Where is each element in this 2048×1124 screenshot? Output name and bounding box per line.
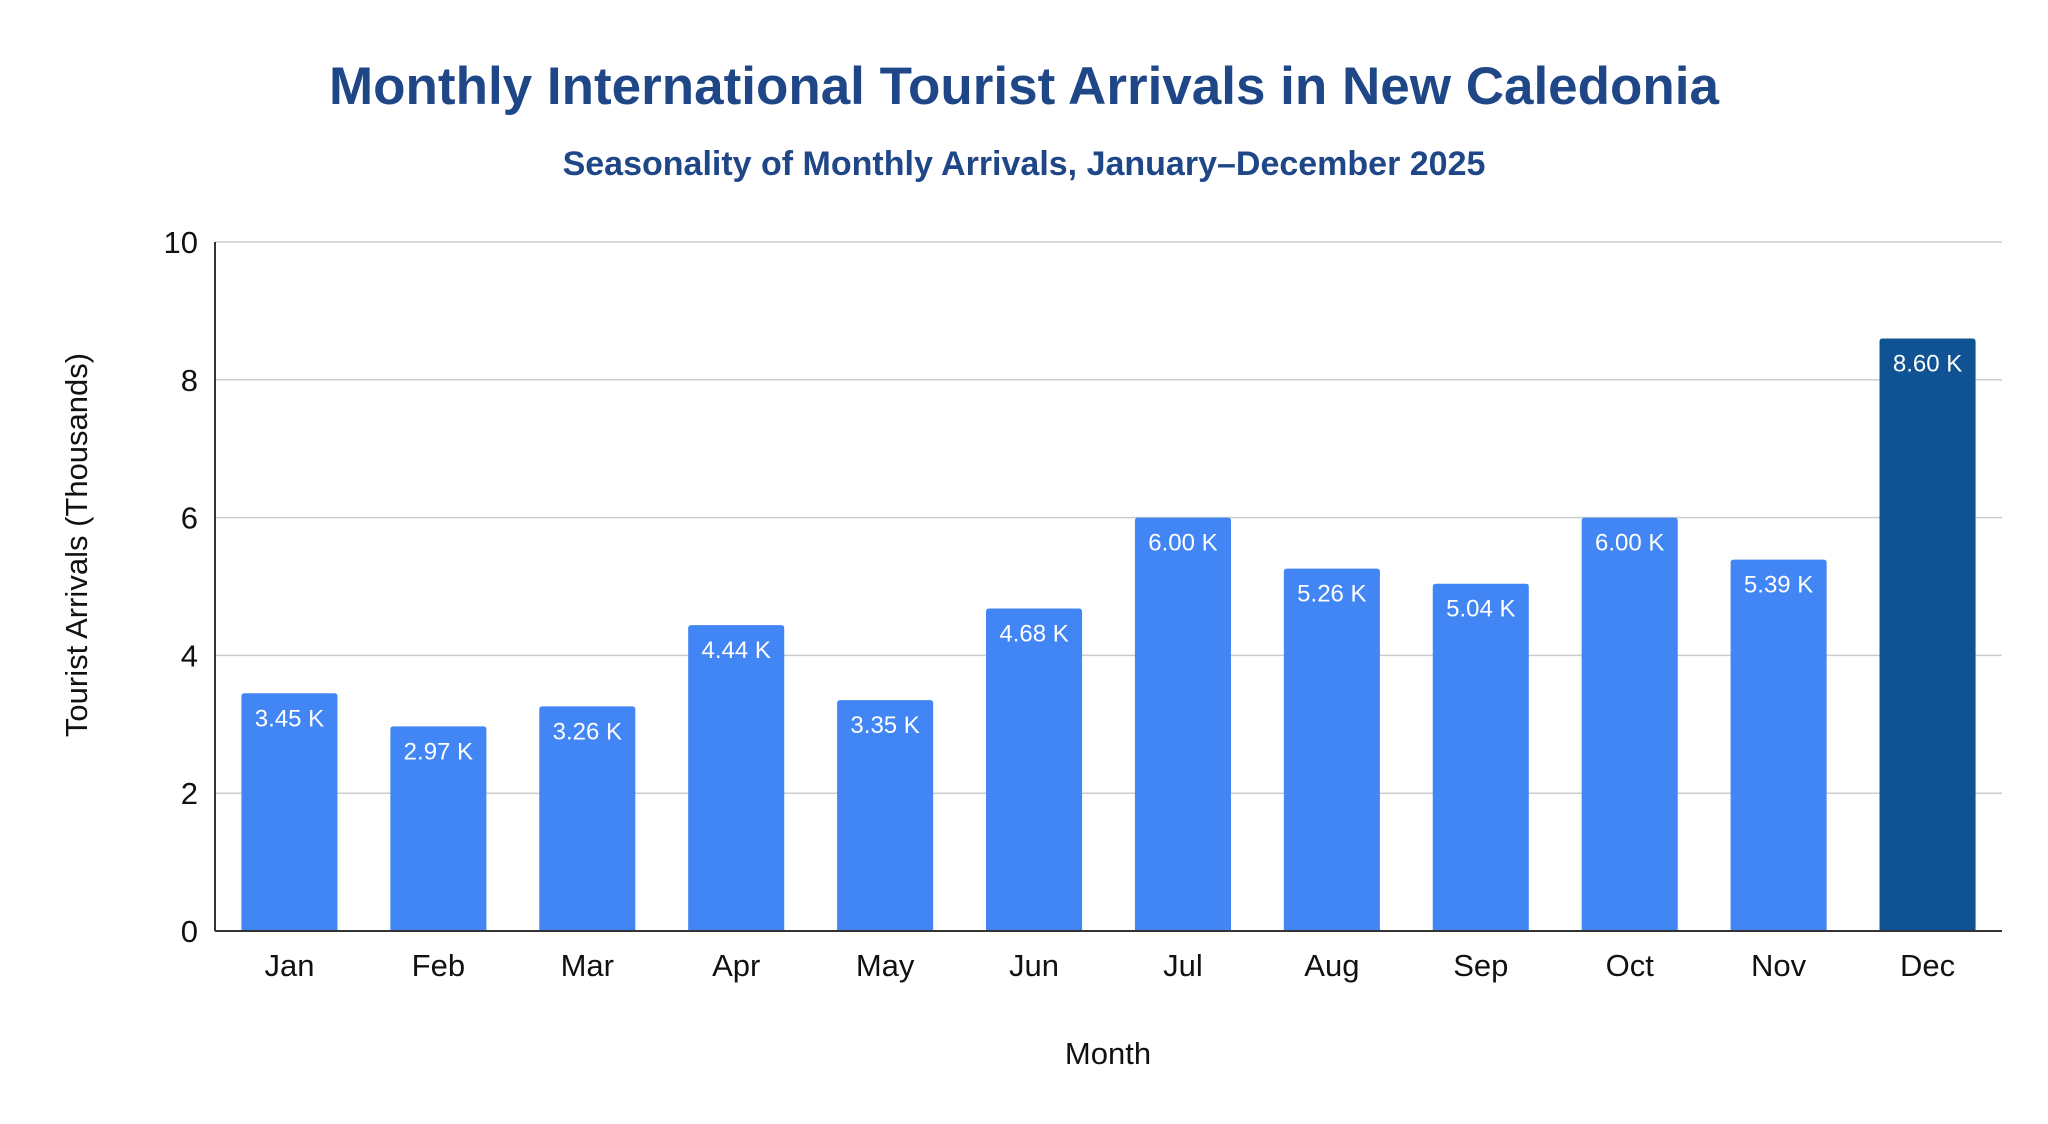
x-tick-label-jun: Jun bbox=[1009, 948, 1059, 983]
bar-sep bbox=[1432, 583, 1529, 931]
data-label-dec: 8.60 K bbox=[1893, 350, 1962, 377]
data-label-aug: 5.26 K bbox=[1297, 581, 1366, 608]
y-tick-label: 8 bbox=[181, 363, 198, 398]
bar-jul bbox=[1134, 517, 1231, 931]
x-tick-label-aug: Aug bbox=[1304, 948, 1359, 983]
bar-jun bbox=[986, 608, 1083, 931]
data-label-jul: 6.00 K bbox=[1148, 530, 1217, 557]
bar-aug bbox=[1283, 568, 1380, 931]
x-tick-label-nov: Nov bbox=[1751, 948, 1807, 983]
y-tick-label: 0 bbox=[181, 914, 198, 949]
x-tick-label-may: May bbox=[856, 948, 915, 983]
bar-apr bbox=[688, 625, 785, 931]
y-axis-ticks: 0 2 4 6 8 10 bbox=[164, 225, 198, 949]
x-axis-title: Month bbox=[1065, 1036, 1151, 1071]
data-label-may: 3.35 K bbox=[850, 712, 919, 739]
bars bbox=[241, 338, 1976, 932]
chart-title: Monthly International Tourist Arrivals i… bbox=[329, 57, 1719, 116]
data-label-sep: 5.04 K bbox=[1446, 596, 1515, 623]
data-label-apr: 4.44 K bbox=[702, 637, 771, 664]
x-tick-label-jul: Jul bbox=[1163, 948, 1203, 983]
bar-jan bbox=[241, 693, 338, 931]
y-tick-label: 2 bbox=[181, 776, 198, 811]
data-label-nov: 5.39 K bbox=[1744, 572, 1813, 599]
data-label-mar: 3.26 K bbox=[553, 718, 622, 745]
chart-subtitle: Seasonality of Monthly Arrivals, January… bbox=[563, 145, 1486, 183]
gridlines bbox=[215, 241, 2002, 794]
x-tick-label-oct: Oct bbox=[1606, 948, 1655, 983]
data-labels: 3.45 K 2.97 K 3.26 K 4.44 K 3.35 K 4.68 K 6.00… bbox=[255, 350, 1962, 765]
y-tick-label: 4 bbox=[181, 638, 198, 673]
x-tick-label-apr: Apr bbox=[712, 948, 760, 983]
y-axis-title: Tourist Arrivals (Thousands) bbox=[59, 353, 94, 737]
y-tick-label: 10 bbox=[164, 225, 198, 260]
data-label-feb: 2.97 K bbox=[404, 738, 473, 765]
x-axis-ticks: Jan Feb Mar Apr May Jun Jul Aug Sep Oct Nov Dec bbox=[264, 948, 1955, 983]
bar-may bbox=[837, 700, 934, 931]
x-tick-label-dec: Dec bbox=[1900, 948, 1955, 983]
bar-nov bbox=[1730, 559, 1827, 931]
x-tick-label-jan: Jan bbox=[264, 948, 314, 983]
x-tick-label-feb: Feb bbox=[412, 948, 465, 983]
data-label-jun: 4.68 K bbox=[999, 621, 1068, 648]
x-tick-label-mar: Mar bbox=[561, 948, 614, 983]
y-tick-label: 6 bbox=[181, 501, 198, 536]
bar-mar bbox=[539, 706, 636, 931]
data-label-oct: 6.00 K bbox=[1595, 530, 1664, 557]
bar-oct bbox=[1581, 517, 1678, 931]
data-label-jan: 3.45 K bbox=[255, 705, 324, 732]
x-tick-label-sep: Sep bbox=[1453, 948, 1508, 983]
bar-feb bbox=[390, 726, 487, 931]
bar-dec bbox=[1879, 338, 1976, 932]
